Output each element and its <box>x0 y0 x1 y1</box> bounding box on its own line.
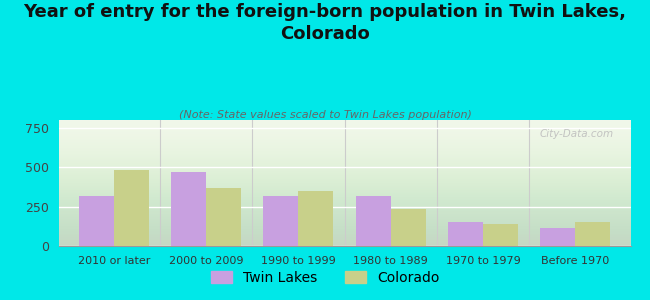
Bar <box>298 191 333 246</box>
Bar <box>79 196 114 246</box>
Bar <box>391 209 426 246</box>
Bar <box>483 224 518 246</box>
Bar <box>206 188 241 246</box>
Bar <box>263 196 298 246</box>
Bar <box>356 196 391 246</box>
Bar <box>575 222 610 246</box>
Legend: Twin Lakes, Colorado: Twin Lakes, Colorado <box>205 265 445 290</box>
Text: Year of entry for the foreign-born population in Twin Lakes,
Colorado: Year of entry for the foreign-born popul… <box>23 3 627 43</box>
Text: (Note: State values scaled to Twin Lakes population): (Note: State values scaled to Twin Lakes… <box>179 110 471 119</box>
Bar <box>448 222 483 246</box>
Bar <box>114 169 149 246</box>
Bar <box>540 228 575 246</box>
Bar <box>171 172 206 246</box>
Text: City-Data.com: City-Data.com <box>540 129 614 139</box>
